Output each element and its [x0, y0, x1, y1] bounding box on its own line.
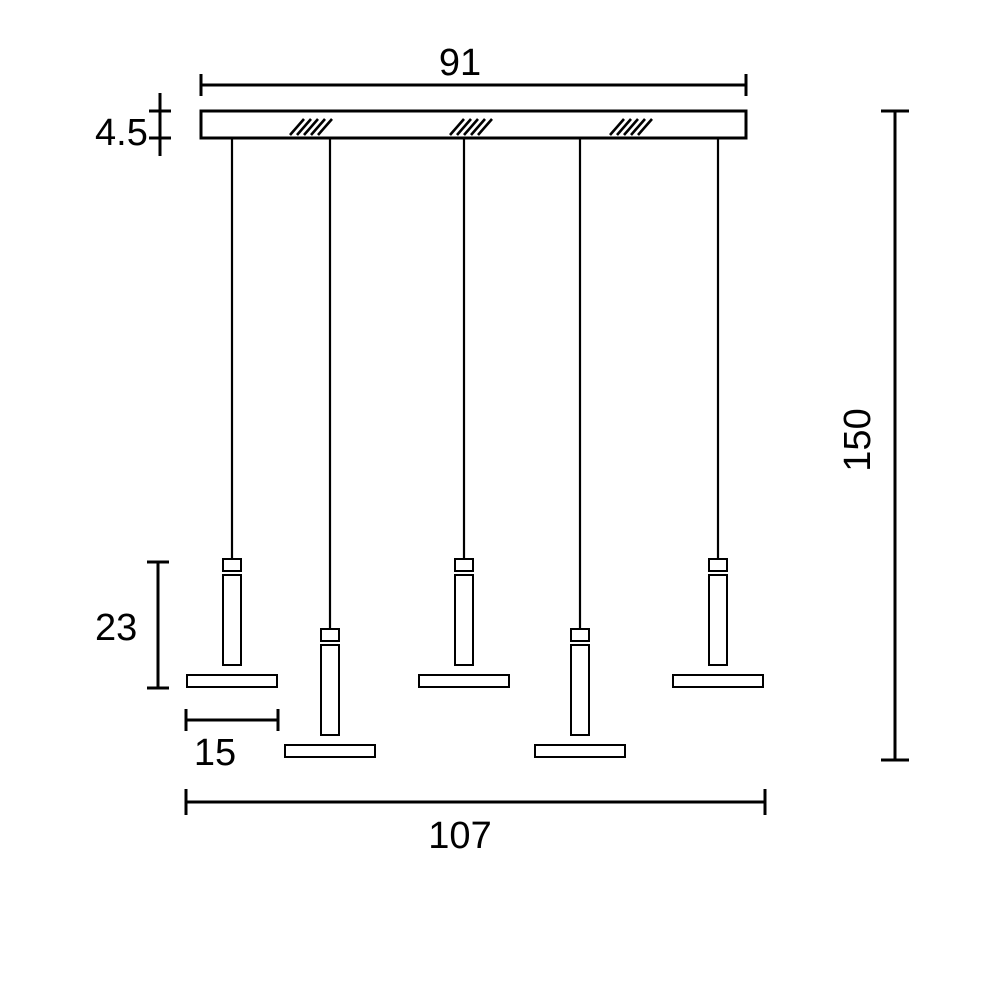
technical-drawing: 91 4.5 150 107 15 23 — [0, 0, 1000, 1000]
dim-label-15: 15 — [194, 732, 236, 774]
dim-label-107: 107 — [428, 815, 491, 857]
dim-150 — [881, 111, 909, 760]
dim-107 — [186, 789, 765, 815]
dim-label-4-5: 4.5 — [95, 112, 148, 154]
canopy — [201, 111, 746, 138]
dim-4-5 — [149, 93, 171, 156]
wires — [232, 138, 718, 640]
dim-label-23: 23 — [95, 607, 137, 649]
dim-15 — [186, 709, 278, 731]
pendants — [187, 559, 763, 757]
dim-label-91: 91 — [439, 42, 481, 84]
dim-label-150: 150 — [837, 408, 879, 471]
dim-23 — [147, 562, 169, 688]
